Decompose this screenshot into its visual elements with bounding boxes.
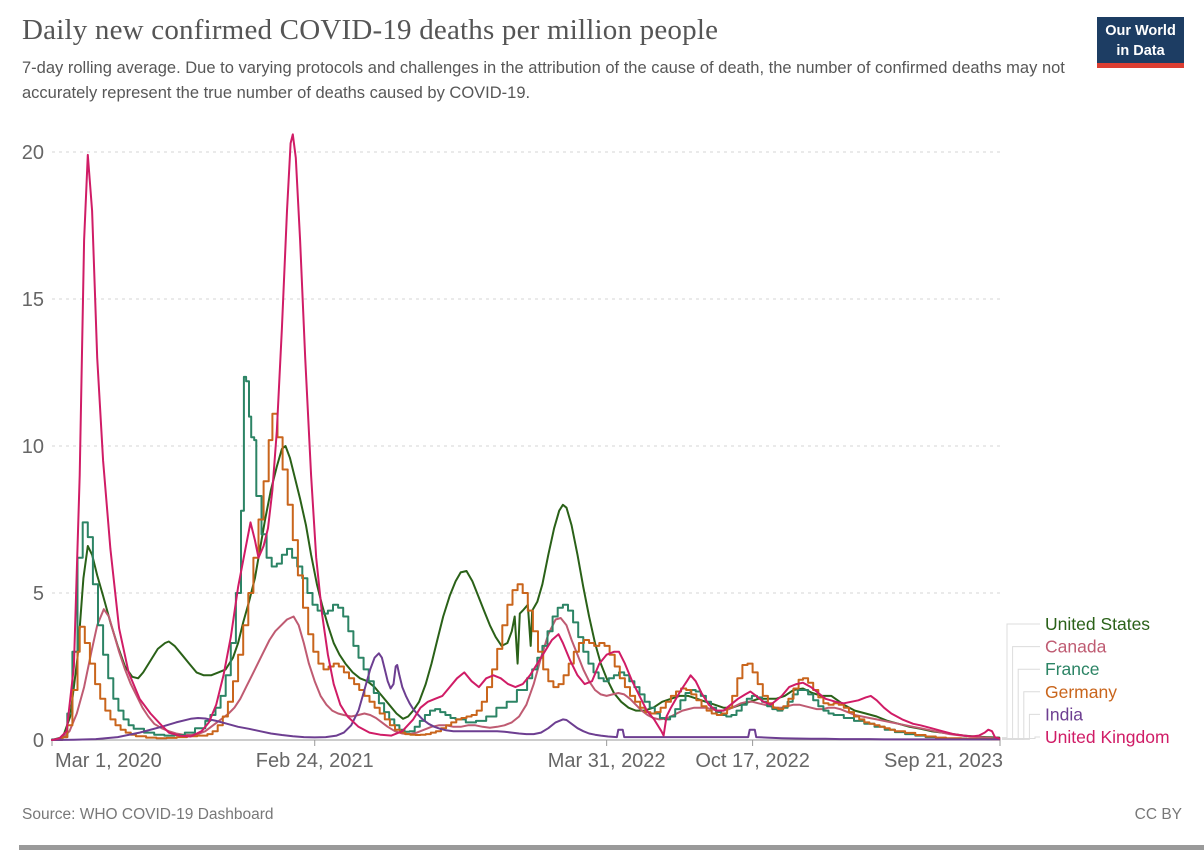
y-tick-label-5: 5 [33,583,44,605]
legend-connector-france [1002,668,1040,740]
x-tick-label-4: Sep 21, 2023 [884,750,1003,772]
owid-logo-line2: in Data [1116,42,1165,59]
legend-label-united-states[interactable]: United States [1045,614,1150,634]
chart-header: Daily new confirmed COVID-19 deaths per … [22,14,1082,106]
source-note: Source: WHO COVID-19 Dashboard [22,806,274,823]
legend-label-france[interactable]: France [1045,659,1099,679]
legend-label-india[interactable]: India [1045,704,1083,724]
x-tick-label-3: Oct 17, 2022 [695,750,810,772]
x-tick-label-2: Mar 31, 2022 [548,750,666,772]
page-title: Daily new confirmed COVID-19 deaths per … [22,14,719,46]
owid-logo-line1: Our World [1105,23,1176,39]
y-tick-label-0: 0 [33,730,44,752]
chart-footer: Source: WHO COVID-19 Dashboard CC BY [22,806,1182,824]
owid-logo[interactable]: Our World in Data [1097,17,1184,68]
series-line-france[interactable] [51,375,1001,741]
series-line-united-kingdom[interactable] [51,133,1001,741]
legend-connector-india [1002,713,1040,740]
legend-connector-germany [1002,691,1040,740]
x-tick-label-0: Mar 1, 2020 [55,750,162,772]
series-line-canada[interactable] [51,608,1001,741]
legend-label-canada[interactable]: Canada [1045,637,1107,657]
y-tick-label-20: 20 [22,142,44,164]
y-tick-label-15: 15 [22,289,44,311]
page-subtitle: 7-day rolling average. Due to varying pr… [22,59,1065,102]
bottom-scrollbar[interactable] [19,845,1204,850]
legend-connector-united-states [1002,623,1040,739]
license-badge[interactable]: CC BY [1134,806,1182,823]
legend-label-united-kingdom[interactable]: United Kingdom [1045,727,1170,747]
series-line-germany[interactable] [51,412,1001,741]
legend-connector-united-kingdom [1002,736,1040,740]
legend-label-germany[interactable]: Germany [1045,682,1117,702]
legend-connector-canada [1002,646,1040,740]
x-tick-label-1: Feb 24, 2021 [256,750,374,772]
series-line-india[interactable] [51,652,1001,741]
y-tick-label-10: 10 [22,436,44,458]
